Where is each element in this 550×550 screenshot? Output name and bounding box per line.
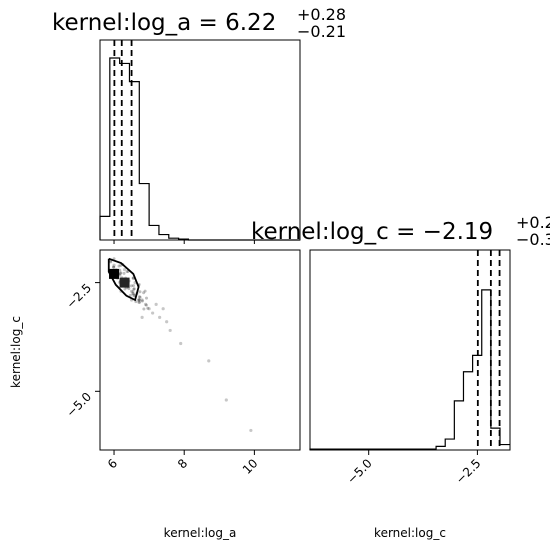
scatter-point-13 [179,341,183,346]
scatter-cloud-point-52 [142,291,146,295]
title-log-a-main: kernel:log_a = 6.22 [52,10,276,36]
scatter-cloud-point-23 [129,284,133,288]
title-log-a: kernel:log_a = 6.22 [52,10,276,36]
scatter-cloud-point-6 [112,265,116,269]
scatter-cloud-point-31 [132,287,136,291]
tick-label-log-a-1: 8 [175,456,190,471]
scatter-cloud-point-39 [131,290,135,294]
scatter-cloud-point-47 [132,292,136,296]
scatter-cloud-point-45 [140,299,144,303]
scatter-point-25 [161,307,165,311]
scatter-point-6 [144,302,148,306]
xlabel-log-a: kernel:log_a [164,526,237,540]
tick-label-log-c-x-0: −5.0 [344,456,375,487]
scatter-cloud-point-53 [144,303,148,307]
title-log-c-sub: −0.3 [516,230,550,249]
scatter-cloud-point-56 [146,306,150,310]
scatter-point-17 [112,263,116,267]
scatter-cloud-point-50 [137,298,141,302]
scatter-cloud-point-2 [112,265,116,269]
density-bin-1 [119,277,130,288]
scatter-point-11 [165,320,169,324]
scatter-point-9 [151,311,155,315]
scatter-point-24 [140,315,144,319]
scatter-cloud-point-11 [117,264,121,268]
scatter-cloud-point-13 [118,271,122,275]
scatter-point-16 [249,428,253,433]
scatter-cloud-point-29 [123,287,127,291]
scatter-point-12 [168,328,172,333]
title-log-c-main: kernel:log_c = −2.19 [251,219,493,245]
scatter-point-3 [129,289,134,293]
scatter-cloud-point-55 [137,295,141,299]
scatter-point-5 [140,298,144,302]
scatter-cloud-point-40 [128,293,132,297]
tick-label-log-a-0: 6 [105,456,120,471]
title-log-c: kernel:log_c = −2.19 [251,219,493,245]
xlabel-log-c: kernel:log_c [374,526,446,540]
scatter-point-8 [147,307,151,311]
scatter-cloud-point-26 [127,287,131,291]
scatter-cloud-point-9 [119,271,123,275]
tick-label-log-a-2: 10 [240,456,261,477]
hist-log-a-group [99,40,300,241]
hist-log-c-group [309,250,510,450]
scatter-cloud-point-46 [138,290,142,294]
tick-label-log-c-y-1: −5.0 [64,390,95,421]
scatter-cloud-point-37 [132,294,136,298]
scatter-cloud-point-43 [131,292,135,296]
scatter-point-10 [158,315,162,319]
scatter-point-7 [136,298,141,302]
contour-line [107,257,140,302]
scatter-cloud-point-3 [109,260,113,264]
scatter-cloud-point-59 [142,307,146,311]
scatter-cloud-point-49 [143,289,147,293]
scatter-point-14 [207,359,211,363]
scatter-point-15 [224,398,228,402]
scatter-cloud-point-35 [131,284,135,288]
title-log-a-sup: +0.28 [297,5,346,24]
scatter-cloud-point-22 [122,271,126,275]
scatter-cloud-point-54 [137,298,141,302]
scatter-point-19 [122,267,127,272]
title-log-a-sub: −0.21 [297,22,346,41]
panel-hist-log-c [309,249,511,451]
hist-log-c-step [309,289,510,450]
scatter-cloud-point-48 [137,300,141,304]
scatter-point-23 [154,302,158,306]
hist-log-a-step [99,57,300,241]
scatter-group [107,257,253,433]
scatter-cloud-point-58 [138,300,142,304]
title-log-c-sup: +0.2 [516,213,550,232]
ylabel-log-c: kernel:log_c [9,316,23,388]
density-bin-0 [109,268,120,279]
tick-label-log-c-x-1: −2.5 [453,456,484,487]
scatter-cloud-point-17 [118,273,122,277]
scatter-cloud-point-16 [125,270,129,274]
panel-scatter [99,249,301,451]
tick-label-log-c-y-0: −2.5 [64,281,95,312]
scatter-cloud-point-44 [132,287,136,291]
scatter-cloud-point-57 [145,296,149,300]
scatter-cloud-point-42 [138,295,142,299]
